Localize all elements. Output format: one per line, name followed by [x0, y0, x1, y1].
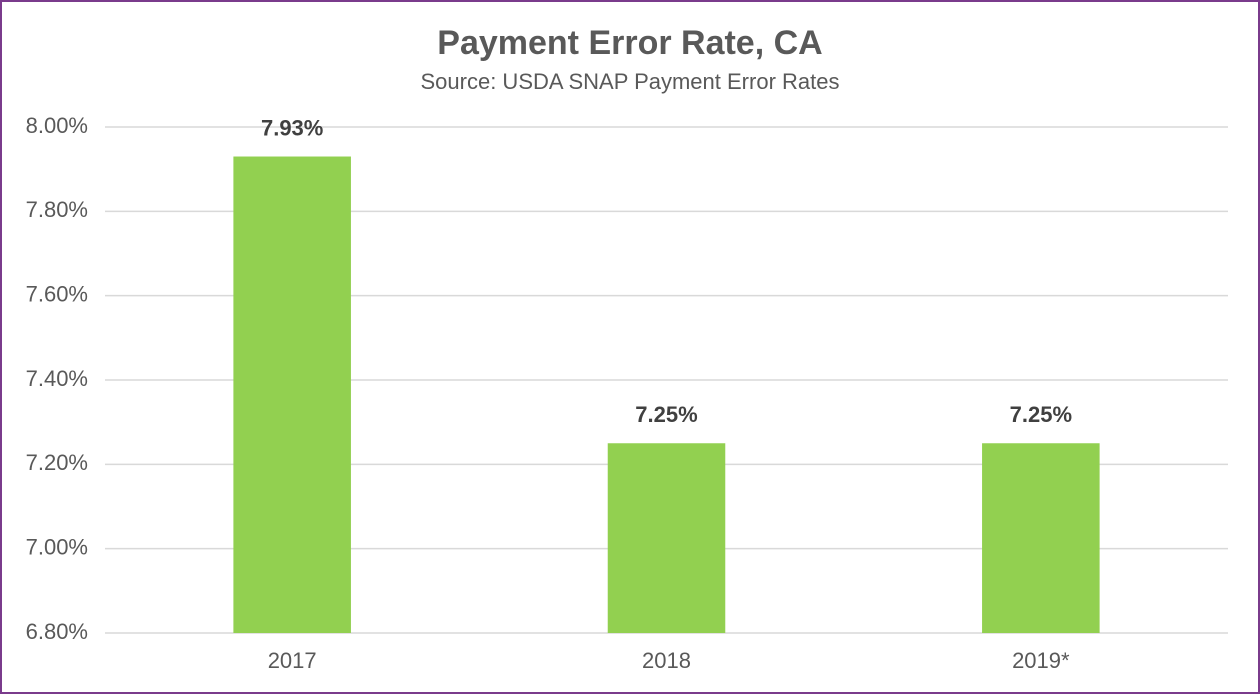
data-label: 7.25% [1010, 402, 1072, 427]
y-tick-label: 7.80% [26, 197, 88, 222]
y-tick-label: 7.40% [26, 366, 88, 391]
x-tick-label: 2017 [268, 648, 317, 673]
bar [233, 156, 351, 633]
data-label: 7.25% [635, 402, 697, 427]
data-label: 7.93% [261, 115, 323, 140]
chart-title: Payment Error Rate, CA [437, 24, 822, 62]
y-tick-label: 7.60% [26, 281, 88, 306]
x-tick-label: 2019* [1012, 648, 1070, 673]
bar [982, 443, 1100, 633]
chart-subtitle: Source: USDA SNAP Payment Error Rates [421, 69, 840, 94]
y-tick-label: 6.80% [26, 619, 88, 644]
y-tick-label: 7.00% [26, 534, 88, 559]
y-tick-label: 7.20% [26, 450, 88, 475]
x-tick-label: 2018 [642, 648, 691, 673]
bar [607, 443, 726, 633]
y-tick-label: 8.00% [26, 113, 88, 138]
